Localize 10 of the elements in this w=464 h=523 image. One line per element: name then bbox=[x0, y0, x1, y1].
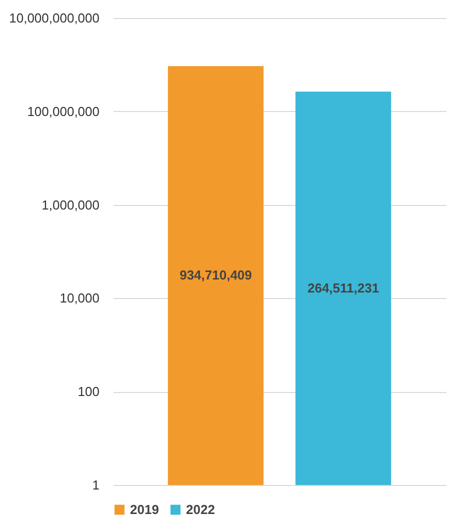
data-label: 934,710,409 bbox=[180, 268, 252, 283]
legend-label: 2022 bbox=[186, 502, 215, 517]
y-tick-label: 1,000,000 bbox=[42, 197, 100, 212]
data-label: 264,511,231 bbox=[307, 280, 380, 296]
y-tick-label: 10,000,000,000 bbox=[9, 10, 100, 26]
y-tick-label: 100 bbox=[78, 384, 100, 400]
y-tick-label: 100,000,000 bbox=[27, 104, 100, 119]
y-tick-label: 10,000 bbox=[60, 290, 100, 306]
legend-label: 2019 bbox=[130, 502, 159, 517]
y-tick-label: 1 bbox=[92, 478, 100, 492]
